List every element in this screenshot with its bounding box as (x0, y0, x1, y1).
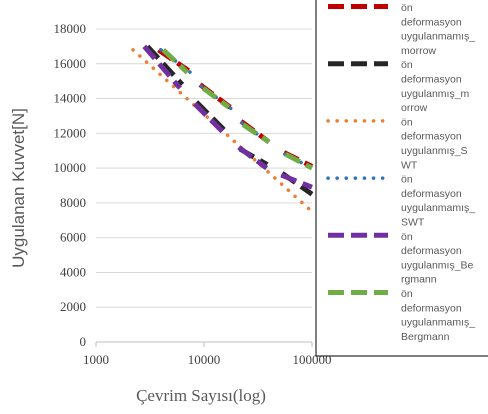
series-line (280, 172, 313, 190)
legend: öndeformasyonuygulanmamış_morrowöndeform… (315, 0, 488, 357)
series-line (159, 48, 193, 75)
x-tick-label: 10000 (188, 352, 221, 367)
y-tick-label: 4000 (60, 264, 86, 279)
series-line (131, 48, 314, 214)
y-tick-label: 6000 (60, 230, 86, 245)
x-axis-title: Çevrim Sayısı(log) (136, 386, 266, 405)
series-line (241, 122, 271, 145)
legend-label: deformasyon (401, 16, 462, 28)
legend-label: Bergmann (401, 331, 450, 343)
legend-label: ön (401, 174, 413, 186)
legend-label: deformasyon (401, 188, 462, 200)
legend-label: ön (401, 231, 413, 243)
series-line (161, 48, 190, 75)
plot-area (131, 44, 314, 214)
legend-label: deformasyon (401, 74, 462, 86)
y-axis-title: Uygulanan Kuvvet[N] (9, 108, 28, 268)
legend-label: uygulanmış_Be (401, 259, 474, 271)
legend-label: uygulanmamış_ (401, 202, 475, 214)
series-line (201, 86, 231, 110)
legend-label: ön (401, 2, 413, 14)
legend-label: ön (401, 116, 413, 128)
series-5 (161, 48, 314, 171)
legend-label: deformasyon (401, 245, 462, 257)
x-tick-label: 1000 (83, 352, 109, 367)
y-tick-label: 10000 (54, 160, 87, 175)
legend-label: ön (401, 59, 413, 71)
legend-label: SWT (401, 217, 425, 229)
y-tick-label: 2000 (60, 299, 86, 314)
legend-label: rgmann (401, 274, 437, 286)
legend-label: morrow (401, 45, 436, 57)
legend-label: orrow (401, 102, 428, 114)
legend-label: uygulanmış_S (401, 145, 468, 157)
series-2 (131, 48, 314, 214)
y-tick-label: 12000 (54, 125, 87, 140)
series-line (199, 84, 234, 111)
series-line (192, 102, 228, 137)
series-4 (142, 44, 313, 190)
y-tick-label: 16000 (54, 56, 87, 71)
series-line (284, 151, 314, 171)
series-line (142, 44, 182, 90)
legend-label: deformasyon (401, 131, 462, 143)
y-tick-label: 8000 (60, 195, 86, 210)
legend-label: uygulanmamış_ (401, 317, 475, 329)
y-tick-label: 0 (80, 334, 87, 349)
gridlines (96, 28, 312, 308)
y-tick-label: 18000 (54, 21, 87, 36)
axes: 0 2000 4000 6000 8000 10000 12000 14000 16000 180… (54, 21, 332, 367)
series-line (145, 44, 185, 87)
legend-label: deformasyon (401, 302, 462, 314)
y-tick-label: 14000 (54, 91, 87, 106)
legend-label: WT (401, 159, 418, 171)
series-1 (145, 44, 314, 197)
series-line (237, 145, 269, 171)
legend-label: ön (401, 288, 413, 300)
legend-label: uygulanmış_m (401, 88, 470, 100)
legend-label: uygulanmamış_ (401, 31, 475, 43)
